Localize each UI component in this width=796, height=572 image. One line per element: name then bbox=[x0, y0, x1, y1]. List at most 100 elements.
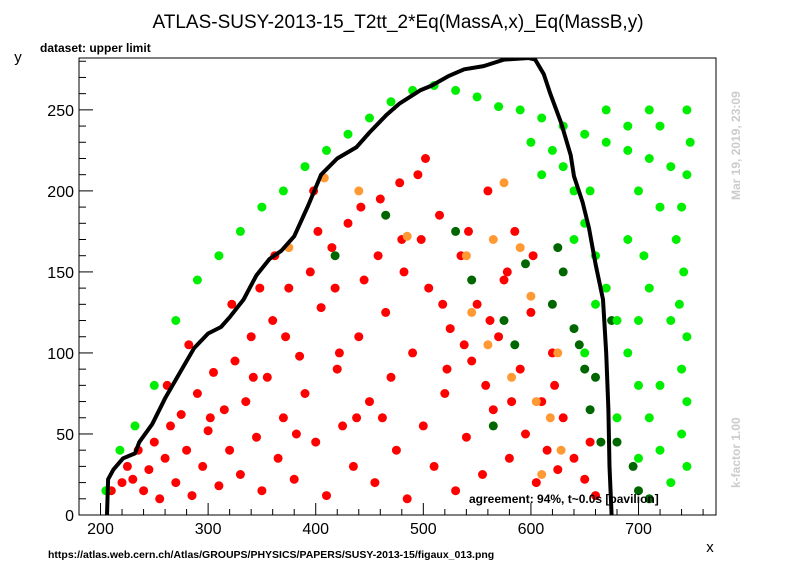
data-point bbox=[257, 202, 267, 212]
data-point bbox=[252, 432, 261, 442]
data-point bbox=[623, 145, 633, 155]
data-point bbox=[311, 437, 321, 447]
data-point bbox=[203, 426, 213, 436]
data-point bbox=[305, 267, 315, 277]
data-point bbox=[628, 461, 638, 471]
data-point bbox=[255, 283, 265, 293]
data-point bbox=[644, 154, 654, 163]
data-point bbox=[354, 186, 364, 196]
data-point bbox=[322, 145, 331, 155]
data-point bbox=[291, 429, 301, 439]
data-point bbox=[666, 316, 676, 325]
data-point bbox=[580, 364, 590, 374]
x-tick-labels: 200 300 400 500 600 700 bbox=[87, 521, 652, 538]
data-point bbox=[467, 307, 477, 317]
data-point bbox=[515, 105, 525, 115]
data-point bbox=[184, 340, 194, 350]
data-point bbox=[418, 421, 428, 431]
data-point bbox=[483, 340, 493, 350]
data-point bbox=[591, 491, 600, 501]
data-point bbox=[601, 283, 611, 293]
data-point bbox=[348, 461, 358, 471]
data-point bbox=[488, 421, 498, 431]
data-point bbox=[634, 316, 643, 325]
data-point bbox=[241, 397, 251, 407]
data-point bbox=[674, 299, 684, 309]
data-point bbox=[550, 380, 560, 390]
data-point bbox=[438, 299, 448, 309]
data-point bbox=[585, 186, 595, 196]
data-point bbox=[300, 389, 310, 398]
data-point bbox=[682, 105, 692, 115]
data-point bbox=[553, 465, 563, 475]
data-point bbox=[354, 332, 364, 342]
data-point bbox=[644, 494, 654, 504]
data-point bbox=[537, 470, 547, 479]
data-point bbox=[205, 413, 215, 423]
data-point bbox=[467, 356, 477, 366]
data-point bbox=[219, 405, 229, 415]
data-point bbox=[499, 178, 509, 188]
y-tick-label: 200 bbox=[47, 184, 74, 201]
data-point bbox=[558, 267, 568, 277]
data-point bbox=[504, 453, 514, 463]
dataset-label: dataset: upper limit bbox=[40, 41, 151, 55]
data-point bbox=[445, 324, 455, 334]
data-point bbox=[235, 470, 245, 479]
data-point bbox=[313, 226, 323, 236]
data-point bbox=[569, 453, 579, 463]
data-point bbox=[494, 332, 504, 342]
data-point bbox=[596, 437, 606, 447]
data-point bbox=[198, 461, 208, 471]
data-point bbox=[677, 364, 687, 374]
data-point bbox=[171, 478, 181, 488]
data-point bbox=[515, 243, 525, 253]
data-point bbox=[537, 170, 547, 180]
x-tick-label: 600 bbox=[518, 521, 545, 538]
data-point bbox=[461, 251, 471, 261]
data-point bbox=[499, 275, 509, 285]
data-point bbox=[356, 202, 366, 212]
data-point bbox=[370, 478, 380, 488]
data-point bbox=[472, 92, 482, 102]
data-point bbox=[526, 137, 536, 147]
data-point bbox=[526, 307, 536, 317]
data-point bbox=[472, 299, 482, 309]
data-point bbox=[332, 364, 342, 374]
y-tick-label: 100 bbox=[47, 346, 74, 363]
data-point bbox=[451, 486, 461, 496]
x-axis-label: x bbox=[706, 539, 714, 556]
data-point bbox=[481, 380, 491, 390]
data-point bbox=[666, 162, 676, 172]
data-point bbox=[182, 445, 192, 455]
data-point bbox=[440, 389, 450, 398]
data-point bbox=[612, 316, 622, 325]
x-tick-label: 300 bbox=[195, 521, 222, 538]
x-tick-label: 700 bbox=[625, 521, 652, 538]
data-point bbox=[338, 421, 348, 431]
data-point bbox=[187, 491, 197, 501]
y-tick-label: 250 bbox=[47, 103, 74, 120]
data-point bbox=[343, 218, 353, 228]
data-point bbox=[300, 162, 310, 172]
data-point bbox=[424, 283, 434, 293]
data-point bbox=[149, 380, 159, 390]
data-point bbox=[585, 405, 595, 415]
data-point bbox=[130, 421, 140, 431]
timestamp-label: Mar 19, 2019, 23:09 bbox=[729, 91, 743, 200]
data-point bbox=[421, 154, 430, 163]
data-point bbox=[612, 413, 622, 423]
data-point bbox=[569, 324, 579, 334]
data-point bbox=[655, 445, 665, 455]
data-point bbox=[268, 316, 278, 325]
data-point bbox=[677, 429, 687, 439]
data-point bbox=[531, 478, 541, 488]
data-point bbox=[117, 478, 127, 488]
data-points bbox=[101, 81, 695, 504]
source-url: https://atlas.web.cern.ch/Atlas/GROUPS/P… bbox=[48, 549, 494, 561]
data-point bbox=[556, 445, 566, 455]
data-point bbox=[171, 316, 181, 325]
x-tick-label: 400 bbox=[302, 521, 329, 538]
data-point bbox=[322, 491, 331, 501]
data-point bbox=[284, 283, 294, 293]
